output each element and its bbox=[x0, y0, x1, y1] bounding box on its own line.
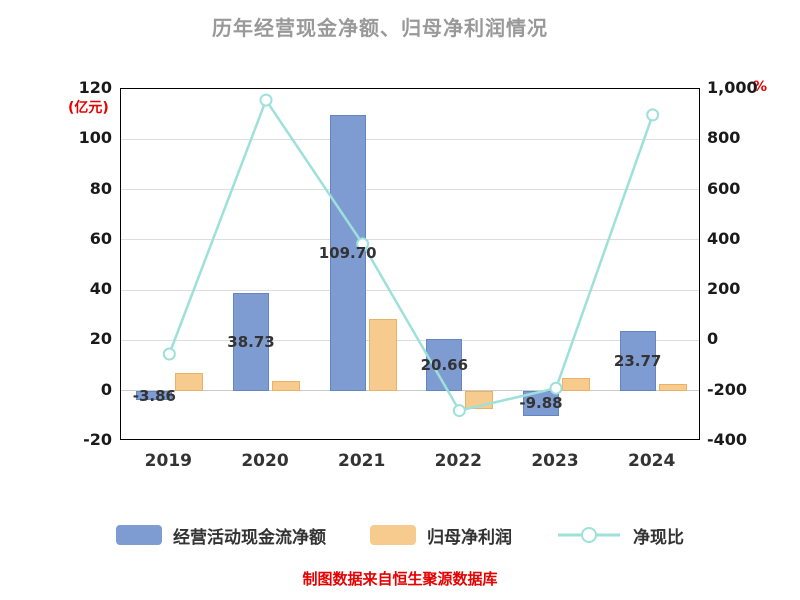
net-profit-bar-2023 bbox=[562, 377, 590, 391]
cash-ratio-point-2019 bbox=[162, 347, 176, 361]
left-axis-unit: (亿元) bbox=[68, 100, 109, 116]
x-axis-label-2020: 2020 bbox=[241, 451, 289, 471]
left-axis-tick: 100 bbox=[78, 128, 112, 148]
bar-value-label-2023: -9.88 bbox=[519, 394, 563, 413]
right-axis-tick: 0 bbox=[707, 329, 719, 349]
cash-ratio-point-2020 bbox=[259, 93, 273, 107]
x-axis-label-2021: 2021 bbox=[337, 451, 386, 471]
right-axis-tick: 800 bbox=[707, 128, 741, 148]
gridline bbox=[121, 239, 699, 241]
net-profit-bar-2021 bbox=[368, 318, 397, 391]
left-axis-tick: 20 bbox=[89, 329, 112, 349]
chart-legend: 经营活动现金流净额 归母净利润 净现比 bbox=[0, 522, 800, 548]
operating-cash-flow-bar-2020 bbox=[233, 293, 269, 391]
x-axis-label-2022: 2022 bbox=[434, 451, 482, 471]
left-axis-tick: -20 bbox=[83, 430, 112, 449]
legend-item-operating-cash-flow[interactable]: 经营活动现金流净额 bbox=[116, 523, 326, 548]
legend-label: 净现比 bbox=[633, 527, 684, 548]
chart-title: 历年经营现金净额、归母净利润情况 bbox=[212, 16, 548, 40]
legend-label: 归母净利润 bbox=[427, 527, 512, 548]
x-axis-label-2024: 2024 bbox=[627, 451, 676, 471]
cash-ratio-point-2023 bbox=[549, 381, 563, 395]
left-axis-tick: 40 bbox=[89, 279, 112, 299]
cash-ratio-line-layer bbox=[162, 93, 660, 418]
bar-value-label-2022: 20.66 bbox=[420, 355, 469, 374]
right-axis-tick: -200 bbox=[707, 379, 748, 399]
cash-ratio-point-2024 bbox=[646, 108, 660, 122]
orange-bar-swatch-icon bbox=[370, 525, 416, 545]
legend-item-net-profit[interactable]: 归母净利润 bbox=[370, 523, 512, 548]
blue-bar-swatch-icon bbox=[116, 525, 162, 545]
bar-value-label-2021: 109.70 bbox=[318, 243, 377, 262]
x-axis-label-2023: 2023 bbox=[531, 451, 579, 471]
gridline bbox=[121, 138, 699, 140]
right-axis-tick: 600 bbox=[707, 178, 741, 198]
x-axis-label-2019: 2019 bbox=[144, 451, 192, 471]
gridline bbox=[121, 289, 699, 291]
right-axis-unit: % bbox=[753, 79, 768, 95]
bar-value-label-2020: 38.73 bbox=[227, 333, 275, 352]
cash-ratio-point-2021 bbox=[356, 237, 370, 251]
net-profit-bar-2019 bbox=[175, 372, 204, 391]
data-source-note: 制图数据来自恒生聚源数据库 bbox=[302, 570, 498, 588]
left-axis-tick: 120 bbox=[78, 78, 112, 97]
bar-value-label-2024: 23.77 bbox=[613, 351, 662, 370]
operating-cash-flow-bar-2024 bbox=[619, 330, 656, 391]
right-axis-tick: 400 bbox=[707, 228, 741, 248]
net-profit-bar-2024 bbox=[658, 384, 687, 391]
bar-value-label-2019: -3.86 bbox=[132, 386, 176, 405]
right-axis-tick: 200 bbox=[707, 279, 741, 299]
gridline bbox=[121, 390, 699, 392]
left-axis-tick: 0 bbox=[100, 379, 112, 399]
gridline bbox=[121, 189, 699, 191]
left-axis-tick: 80 bbox=[89, 178, 112, 198]
cash-ratio-line bbox=[168, 97, 654, 413]
operating-cash-flow-bar-2021 bbox=[329, 114, 366, 391]
left-axis-tick: 60 bbox=[89, 228, 112, 248]
legend-item-cash-ratio[interactable]: 净现比 bbox=[556, 522, 684, 548]
net-profit-bar-2020 bbox=[272, 380, 300, 391]
legend-line-icon bbox=[558, 527, 620, 543]
right-axis-tick: 1,000 bbox=[707, 78, 758, 97]
right-axis-tick: -400 bbox=[707, 430, 748, 449]
plot-area: -3.86 38.73 109.70 20.66 -9.88 23.77 bbox=[120, 88, 700, 440]
operating-cash-flow-bar-2019 bbox=[136, 390, 173, 401]
cash-ratio-point-2022 bbox=[452, 404, 466, 418]
legend-label: 经营活动现金流净额 bbox=[173, 527, 326, 548]
gridline bbox=[121, 339, 699, 341]
